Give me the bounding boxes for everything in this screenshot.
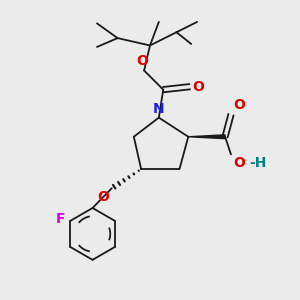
Text: O: O: [137, 54, 148, 68]
Text: N: N: [153, 102, 165, 116]
Text: F: F: [55, 212, 65, 226]
Polygon shape: [188, 135, 225, 139]
Text: O: O: [193, 80, 205, 94]
Text: -H: -H: [249, 156, 267, 170]
Text: O: O: [233, 156, 245, 170]
Text: O: O: [98, 190, 110, 204]
Text: O: O: [233, 98, 245, 112]
